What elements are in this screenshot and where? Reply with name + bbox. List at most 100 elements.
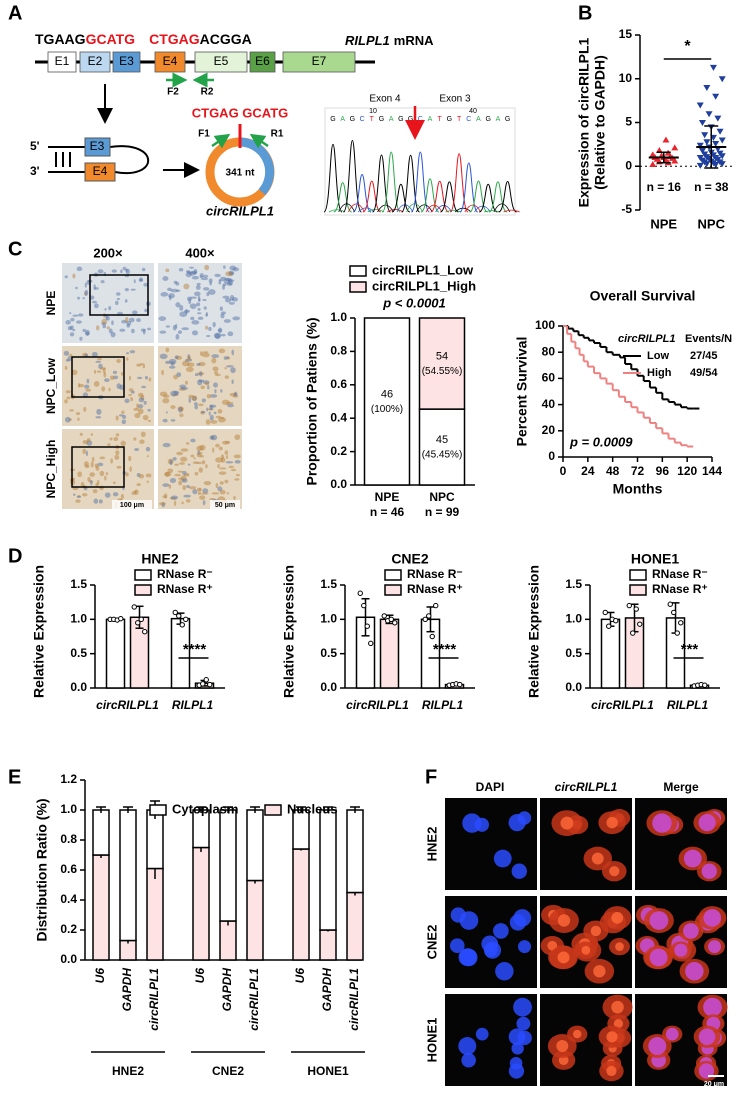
ihc-texture xyxy=(211,357,217,364)
nucleus xyxy=(495,962,514,981)
ihc-texture xyxy=(189,303,197,310)
ihc-texture xyxy=(108,305,112,311)
ihc-texture xyxy=(75,286,78,290)
y-tick-label: 60 xyxy=(542,371,556,385)
ihc-texture xyxy=(87,477,91,482)
ihc-texture xyxy=(99,470,105,477)
ihc-texture xyxy=(211,492,220,495)
ihc-texture xyxy=(202,298,207,302)
bright-spot xyxy=(556,1040,569,1053)
ihc-texture xyxy=(234,459,241,464)
ihc-texture xyxy=(174,463,179,466)
ihc-texture xyxy=(138,404,144,409)
ihc-texture xyxy=(130,390,135,394)
ihc-texture xyxy=(143,283,149,287)
merged-nucleus xyxy=(652,813,672,833)
exon xyxy=(112,51,141,73)
base-call: T xyxy=(370,116,375,123)
y-axis-label: Distribution Ratio (%) xyxy=(34,798,50,941)
panel-label: C xyxy=(8,238,22,260)
magnification: 200× xyxy=(93,245,123,260)
ihc-texture xyxy=(115,450,120,456)
bar-segment xyxy=(246,809,264,882)
y-tick-label: 0.5 xyxy=(565,646,582,660)
ihc-texture xyxy=(227,403,234,408)
mrna-word: mRNA xyxy=(394,33,434,48)
ihc-texture xyxy=(193,457,196,460)
ihc-texture xyxy=(169,459,173,466)
x-tick-label: 72 xyxy=(631,464,645,478)
ihc-texture xyxy=(147,408,151,412)
ihc-texture xyxy=(69,353,73,357)
ihc-texture xyxy=(205,419,211,425)
x-tick-label: U6 xyxy=(193,968,207,984)
trace-minor xyxy=(503,209,520,213)
ihc-texture xyxy=(136,376,143,380)
trace-minor xyxy=(435,204,453,213)
ihc-texture xyxy=(194,471,199,476)
group-label: HONE1 xyxy=(307,1064,349,1078)
data-point xyxy=(176,613,182,619)
x-tick-label: GAPDH xyxy=(120,968,134,1012)
bright-spot xyxy=(557,914,571,927)
x-tick-label: NPC xyxy=(698,216,726,231)
ihc-texture xyxy=(175,333,180,340)
y-tick-label: 0.2 xyxy=(330,444,347,458)
y-tick-label: 0.4 xyxy=(330,410,347,424)
ihc-texture xyxy=(205,325,209,330)
ihc-texture xyxy=(159,391,168,397)
exon-label: E2 xyxy=(88,54,103,68)
ihc-texture xyxy=(126,323,131,328)
ihc-texture xyxy=(102,324,107,329)
ihc-texture xyxy=(89,472,96,477)
ihc-texture xyxy=(224,450,229,455)
bright-spot xyxy=(572,1029,582,1039)
n-label: n = 38 xyxy=(694,180,729,194)
ihc-texture xyxy=(85,329,90,336)
ihc-texture xyxy=(220,389,223,393)
ihc-texture xyxy=(225,271,233,277)
trace-peak xyxy=(410,151,430,213)
bright-spot xyxy=(557,951,570,964)
ihc-texture xyxy=(199,351,204,356)
x-tick-label: circRILPL1 xyxy=(247,968,261,1031)
count-label: 46 xyxy=(381,388,393,400)
base-call: G xyxy=(408,116,413,123)
x-tick-label: U6 xyxy=(93,968,107,984)
x-tick-label: RILPL1 xyxy=(172,698,214,712)
ihc-texture xyxy=(180,386,189,390)
merged-nucleus xyxy=(698,1028,716,1046)
y-tick-label: 0.0 xyxy=(565,680,582,694)
primer-arrow xyxy=(249,133,269,149)
trace-peak xyxy=(362,180,382,213)
ihc-texture xyxy=(161,369,164,376)
x-tick-label: 24 xyxy=(581,464,595,478)
ihc-texture xyxy=(224,479,229,484)
trace-minor xyxy=(348,203,365,213)
ihc-texture xyxy=(71,369,78,376)
ihc-texture xyxy=(77,417,80,421)
data-point xyxy=(696,162,704,169)
ihc-texture xyxy=(144,375,149,380)
data-point xyxy=(381,613,387,619)
ihc-texture xyxy=(120,494,125,499)
ihc-texture xyxy=(219,489,226,495)
ihc-texture xyxy=(219,481,224,485)
ihc-texture xyxy=(233,495,236,500)
ihc-texture xyxy=(133,279,136,284)
nucleus xyxy=(508,1063,525,1079)
ihc-texture xyxy=(227,357,230,360)
ihc-texture xyxy=(104,378,110,382)
ihc-texture xyxy=(110,331,116,338)
legend-label: Nucleus xyxy=(287,801,338,816)
ihc-texture xyxy=(75,412,81,416)
data-point xyxy=(429,633,435,640)
ihc-texture xyxy=(203,351,209,354)
ihc-texture xyxy=(137,408,144,415)
ihc-texture xyxy=(140,328,146,332)
data-point xyxy=(368,640,374,647)
primer-label: F2 xyxy=(167,87,179,98)
data-point xyxy=(696,142,704,149)
ihc-texture xyxy=(235,473,240,477)
y-tick-label: 10 xyxy=(619,71,633,85)
